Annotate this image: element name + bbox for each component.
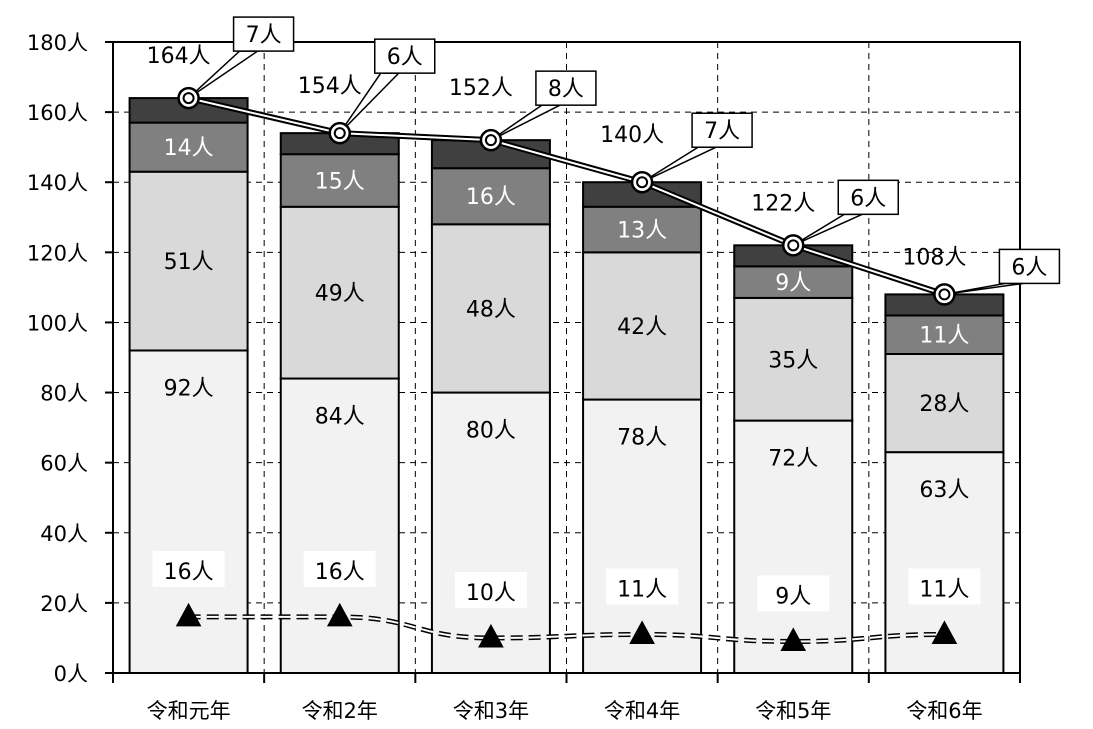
total-value-label: 152人 [449,76,513,101]
bar-segment [884,352,1005,454]
total-value-label: 164人 [147,44,211,69]
triangle-marker [780,627,807,651]
bar-value-label: 48人 [466,297,516,322]
x-category-label: 令和5年 [755,699,831,723]
bar-segment [733,265,854,299]
triangle-label-bg [757,575,830,612]
bar-value-label: 63人 [919,478,969,503]
x-category-label: 令和6年 [906,699,982,723]
total-value-label: 140人 [600,123,664,148]
triangle-marker [326,602,353,627]
x-category-label: 令和4年 [604,699,680,723]
callout-box [837,179,899,216]
callout-label: 7人 [246,23,282,48]
y-tick-label: 180人 [27,31,88,55]
bar-value-label: 51人 [164,250,214,275]
y-tick-label: 0人 [54,662,88,686]
y-tick-label: 160人 [27,101,88,125]
total-marker-inner [484,134,497,147]
triangle-label-bg [152,550,225,587]
triangle-marker [478,623,504,648]
triangle-value-label: 9人 [775,584,811,609]
x-category-label: 令和3年 [453,699,529,723]
bar-value-label: 11人 [919,324,969,349]
bar-value-label: 84人 [315,405,365,430]
callout-box [535,70,597,106]
bar-value-label: 35人 [768,348,818,373]
callout-label: 8人 [548,77,584,102]
bar-segment [582,205,703,254]
total-value-label: 122人 [751,191,815,216]
y-tick-label: 60人 [40,452,88,476]
triangle-marker [931,620,958,644]
callout-box [374,38,436,74]
total-marker-inner [938,288,951,301]
triangle-label-bg [303,550,376,587]
y-tick-label: 100人 [27,311,88,335]
triangle-value-label: 11人 [919,577,969,602]
total-marker-inner [333,127,346,140]
bar-value-label: 72人 [768,447,818,472]
bar-segment [733,296,854,422]
triangle-value-label: 11人 [617,577,667,602]
callout-label: 7人 [704,119,740,144]
triangle-label-bg [606,568,679,605]
total-line-inner [188,97,945,296]
x-category-label: 令和元年 [147,699,231,723]
callout-label: 6人 [850,186,886,211]
total-marker-inner [636,176,649,189]
bar-value-label: 14人 [164,136,214,161]
bar-segment [128,121,249,173]
y-tick-label: 80人 [40,382,88,406]
triangle-value-label: 10人 [466,581,516,606]
callout-box [998,248,1061,285]
total-marker-inner [787,239,800,252]
y-tick-label: 140人 [27,171,88,195]
total-marker-inner [182,92,195,105]
triangle-line-inner [188,615,945,643]
total-value-label: 154人 [298,74,362,99]
triangle-label-bg [454,571,527,608]
bar-segment [884,314,1005,355]
bar-value-label: 28人 [919,392,969,417]
triangle-value-label: 16人 [315,560,365,585]
triangle-marker [175,602,202,627]
total-value-label: 108人 [902,245,966,270]
callout-box [232,16,295,52]
callout-label: 6人 [387,45,423,70]
bar-segment [582,251,703,401]
y-tick-label: 20人 [40,592,88,616]
bar-value-label: 9人 [775,271,811,296]
triangle-marker [629,620,655,644]
callout-label: 6人 [1011,255,1047,280]
bar-value-label: 16人 [466,185,516,210]
bar-value-label: 92人 [164,376,214,401]
plot-area [112,41,1021,674]
bar-segment [128,170,249,352]
bar-value-label: 13人 [617,219,667,244]
callout-box [691,112,753,148]
x-category-label: 令和2年 [302,699,378,723]
bar-segment [430,167,551,226]
bar-segment [430,223,551,394]
bar-value-label: 49人 [315,282,365,307]
bar-value-label: 78人 [617,426,667,451]
bar-value-label: 42人 [617,315,667,340]
bar-segment [279,205,400,380]
bar-value-label: 15人 [315,169,365,194]
bar-value-label: 80人 [466,419,516,444]
triangle-label-bg [908,568,981,605]
y-tick-label: 40人 [40,522,88,546]
y-tick-label: 120人 [27,241,88,265]
triangle-value-label: 16人 [164,560,214,585]
